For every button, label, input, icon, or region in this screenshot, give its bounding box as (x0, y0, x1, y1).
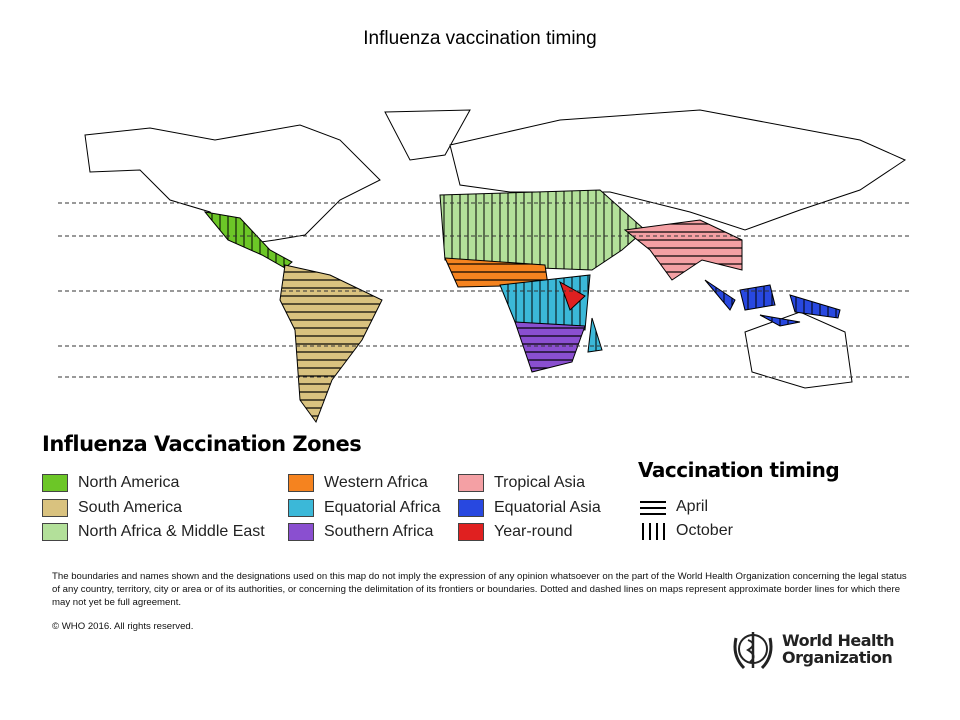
legend-zone: Tropical Asia (458, 472, 585, 494)
zone-hatch (625, 220, 742, 280)
region-eurasia (449, 109, 907, 231)
legend-zone: Equatorial Asia (458, 497, 601, 519)
timing-legend-title: Vaccination timing (638, 458, 840, 482)
zone-hatch (790, 295, 840, 318)
legend-swatch (288, 523, 314, 541)
legend-october: October (640, 520, 733, 542)
zone-hatch (440, 190, 645, 272)
zone-hatch (280, 265, 382, 422)
region-north-america-land (84, 124, 381, 246)
legend-zone: Western Africa (288, 472, 428, 494)
logo-line1: World Health (782, 631, 895, 650)
who-emblem-icon (733, 632, 773, 670)
legend-swatch (42, 523, 68, 541)
legend-label: Southern Africa (324, 523, 434, 540)
legend-zone: North America (42, 472, 179, 494)
legend-label: Equatorial Africa (324, 499, 441, 516)
legend-swatch (458, 499, 484, 517)
zone-hatch (588, 318, 602, 352)
region-greenland (384, 109, 471, 161)
world-map (58, 109, 910, 424)
legend-label: April (676, 498, 709, 515)
legend-swatch (42, 474, 68, 492)
map-title: Influenza vaccination timing (363, 28, 597, 49)
legend-zone: Year-round (458, 521, 573, 543)
legend-label: South America (78, 499, 183, 516)
legend-label: October (676, 522, 733, 539)
disclaimer: The boundaries and names shown and the d… (52, 571, 907, 608)
zone-hatch (205, 212, 292, 268)
vertical-lines-icon (642, 523, 665, 540)
legend-swatch (458, 523, 484, 541)
copyright: © WHO 2016. All rights reserved. (52, 621, 194, 632)
legend-swatch (288, 474, 314, 492)
legend-swatch (42, 499, 68, 517)
legend-zone: North Africa & Middle East (42, 521, 265, 543)
legend-label: Equatorial Asia (494, 499, 601, 516)
legend-label: Tropical Asia (494, 474, 585, 491)
legend-label: North America (78, 474, 180, 491)
who-logo: World Health Organization (730, 626, 895, 672)
legend-label: Western Africa (324, 474, 428, 491)
zone-hatch (515, 322, 585, 372)
legend-label: North Africa & Middle East (78, 523, 265, 540)
zone-hatch (760, 315, 800, 326)
legend-swatch (288, 499, 314, 517)
legend-zone: Equatorial Africa (288, 497, 441, 519)
zone-region (559, 280, 586, 311)
legend-swatch (458, 474, 484, 492)
zones-legend-title: Influenza Vaccination Zones (42, 432, 362, 456)
zone-hatch (445, 258, 548, 287)
legend-zone: Southern Africa (288, 521, 433, 543)
legend-label: Year-round (494, 523, 573, 540)
logo-line2: Organization (782, 648, 893, 667)
legend-april: April (640, 496, 708, 518)
horizontal-lines-icon (640, 501, 666, 515)
zone-hatch (705, 280, 735, 310)
latitude-lines (58, 202, 910, 378)
legend-zone: South America (42, 497, 182, 519)
